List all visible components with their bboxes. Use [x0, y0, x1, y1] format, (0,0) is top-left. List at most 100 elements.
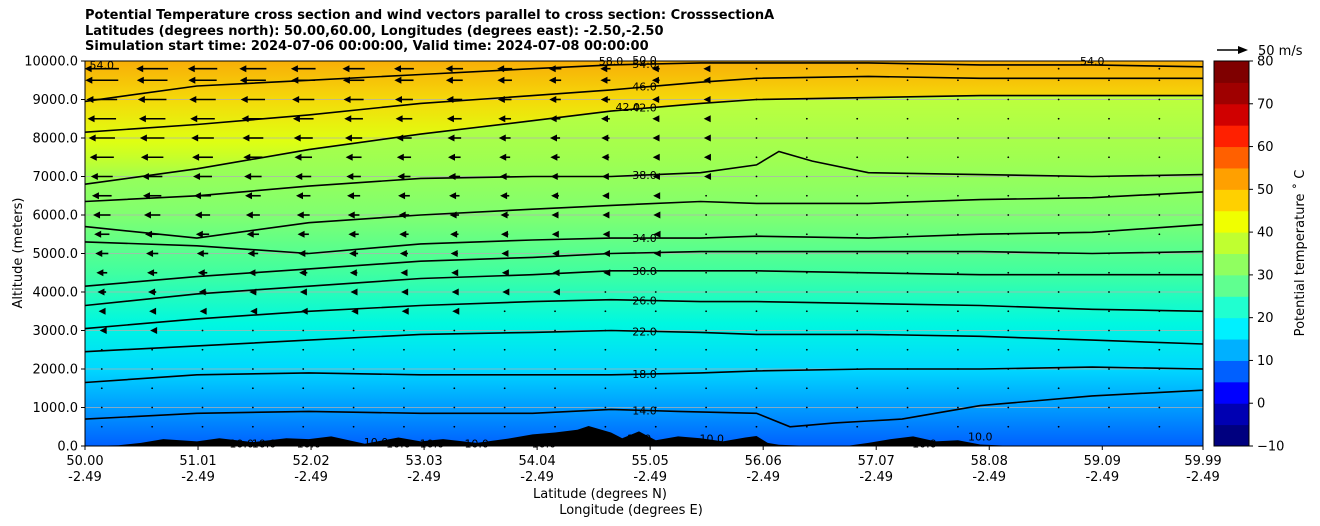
wind-vector: [906, 137, 909, 139]
wind-vector: [603, 269, 611, 277]
wind-vector: [906, 233, 909, 236]
wind-vector: [352, 329, 355, 332]
colorbar-tick-label: 60: [1257, 140, 1274, 155]
contour-line: [85, 366, 1203, 384]
wind-arrow-icon: [451, 269, 459, 277]
wind-vector: [654, 329, 657, 332]
contour-line: [85, 329, 1203, 353]
wind-arrow-icon: [91, 192, 99, 200]
wind-vector: [403, 425, 405, 428]
wind-vector: [600, 96, 611, 103]
wind-vector: [906, 156, 909, 159]
wind-vector: [145, 230, 160, 238]
wind-vector: [1158, 233, 1161, 236]
wind-vector: [100, 425, 103, 428]
wind-arrow-icon: [550, 134, 558, 142]
quiver-key: 50 m/s: [1217, 44, 1303, 59]
wind-vector: [856, 425, 859, 428]
wind-vector: [755, 233, 758, 236]
wind-vector: [705, 271, 708, 274]
wind-arrow-icon: [347, 192, 355, 200]
wind-vector: [503, 368, 506, 370]
wind-vector: [352, 387, 355, 390]
wind-vector: [453, 425, 456, 428]
contour-label: 10.0: [386, 438, 411, 451]
wind-vector: [1158, 214, 1161, 216]
wind-vector: [805, 98, 808, 101]
wind-arrow-icon: [291, 76, 299, 84]
wind-arrow-icon: [548, 76, 556, 84]
wind-vector: [957, 156, 959, 159]
wind-vector: [448, 153, 461, 161]
wind-vector: [600, 115, 610, 123]
wind-vector: [1108, 194, 1110, 197]
wind-vector: [293, 134, 313, 142]
title-line-2: Latitudes (degrees north): 50.00,60.00, …: [85, 23, 664, 39]
contour-label: 46.0: [632, 81, 657, 94]
wind-arrow-icon: [653, 250, 661, 257]
wind-vector: [550, 134, 561, 142]
warm-region: [85, 61, 1203, 185]
wind-vector: [446, 115, 462, 123]
wind-arrow-icon: [500, 211, 508, 219]
wind-vector: [604, 310, 607, 313]
wind-arrow-icon: [449, 211, 457, 219]
y-tick-label: 4000.0: [33, 286, 79, 301]
wind-vector: [299, 288, 307, 296]
wind-vector: [755, 291, 758, 293]
wind-arrow-icon: [240, 96, 248, 103]
wind-vector: [296, 211, 310, 219]
wind-arrow-icon: [88, 134, 96, 142]
wind-vector: [447, 134, 462, 142]
wind-arrow-icon: [299, 288, 307, 296]
wind-vector: [805, 425, 808, 428]
wind-arrow-icon: [652, 115, 660, 123]
wind-vector: [755, 156, 758, 159]
wind-vector: [403, 329, 405, 332]
wind-vector: [1057, 387, 1060, 390]
colorbar-segment: [1214, 61, 1249, 83]
wind-vector: [351, 307, 359, 315]
x-tick-label-lon: -2.49: [859, 470, 893, 485]
wind-arrow-icon: [396, 134, 404, 142]
colorbar-segment: [1214, 296, 1249, 319]
wind-vector: [805, 271, 808, 274]
wind-arrow-icon: [243, 153, 251, 161]
wind-vector: [349, 269, 358, 277]
wind-arrow-icon: [300, 307, 308, 315]
contour-label: 10.0: [532, 438, 557, 451]
contour-label: 10.0: [912, 438, 937, 451]
wind-vector: [453, 329, 456, 332]
wind-vector: [906, 406, 909, 409]
wind-vector: [1108, 406, 1110, 409]
wind-vector: [805, 291, 808, 293]
wind-vector: [600, 76, 611, 84]
wind-vector: [906, 117, 909, 120]
wind-vector: [450, 250, 458, 257]
wind-arrow-icon: [703, 76, 711, 84]
wind-arrow-icon: [290, 65, 298, 73]
wind-vector: [499, 153, 511, 161]
wind-arrow-icon: [550, 153, 558, 161]
wind-arrow-icon: [395, 115, 403, 123]
wind-vector: [602, 211, 610, 219]
wind-arrow-icon: [602, 250, 610, 257]
wind-vector: [1057, 67, 1060, 70]
wind-vector: [239, 76, 266, 84]
wind-vector: [856, 329, 859, 332]
wind-vector: [755, 137, 758, 139]
wind-vector: [703, 115, 711, 123]
contour-line: [85, 270, 1203, 307]
wind-arrow-icon: [199, 307, 207, 315]
wind-vector: [90, 173, 113, 180]
wind-arrow-icon: [248, 269, 256, 277]
wind-arrow-icon: [703, 115, 711, 123]
wind-arrow-icon: [401, 307, 409, 315]
wind-arrow-icon: [85, 76, 93, 84]
wind-vector: [395, 115, 413, 123]
wind-arrow-icon: [498, 134, 506, 142]
wind-arrow-icon: [351, 307, 359, 315]
wind-vector: [352, 348, 355, 351]
wind-arrow-icon: [138, 115, 146, 123]
wind-vector: [503, 329, 506, 332]
